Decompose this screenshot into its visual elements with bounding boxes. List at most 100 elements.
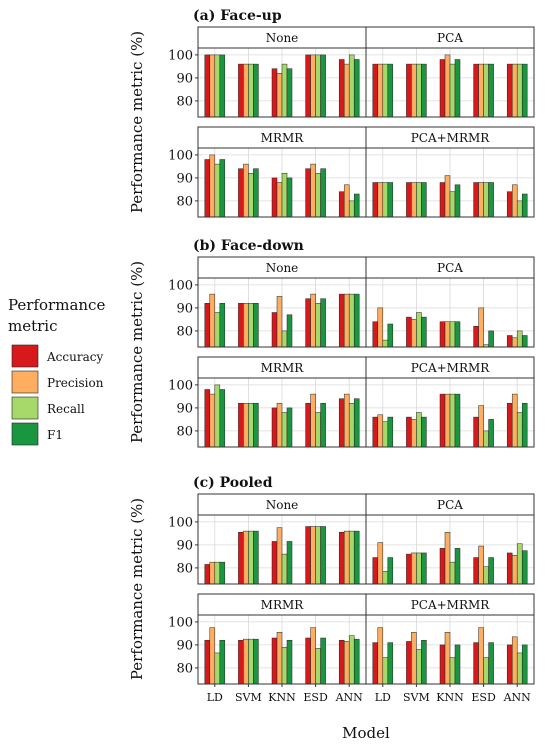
bar-recall: [382, 63, 389, 118]
bar-recall: [248, 173, 254, 218]
bar-recall: [348, 200, 355, 218]
bar-recall: [214, 312, 221, 348]
bar-recall: [315, 54, 321, 118]
bar-accuracy: [238, 303, 244, 348]
bar-f1: [454, 184, 461, 218]
x-axis-label: Model: [342, 724, 390, 742]
bar-precision: [310, 627, 316, 685]
bar-accuracy: [473, 326, 479, 348]
bar-f1: [488, 63, 494, 118]
bar-f1: [488, 419, 494, 448]
bar-precision: [377, 627, 384, 685]
legend-label-recall: Recall: [47, 402, 85, 416]
bar-recall: [281, 553, 288, 585]
y-tick-label: 80: [176, 194, 193, 209]
bar-precision: [310, 293, 316, 348]
bar-precision: [478, 63, 484, 118]
bar-f1: [521, 63, 528, 118]
y-tick-label: 80: [176, 424, 193, 439]
x-tick-label: KNN: [436, 691, 464, 704]
bar-f1: [521, 193, 528, 218]
bar-accuracy: [338, 532, 345, 585]
bar-f1: [219, 303, 226, 348]
bar-f1: [454, 644, 461, 685]
bar-accuracy: [439, 548, 446, 585]
y-tick-label: 80: [176, 661, 193, 676]
bar-f1: [421, 552, 427, 585]
bar-accuracy: [305, 298, 311, 348]
y-tick-label: 80: [176, 561, 193, 576]
y-tick-label: 100: [168, 148, 193, 163]
facet-strip-label: PCA: [437, 261, 463, 275]
bar-f1: [219, 159, 226, 218]
bar-recall: [516, 543, 523, 585]
facet-strip-label: None: [266, 261, 299, 275]
bar-f1: [387, 557, 394, 585]
bar-recall: [214, 54, 221, 118]
bar-precision: [377, 414, 384, 448]
bar-precision: [343, 393, 350, 448]
bar-f1: [219, 389, 226, 448]
bar-precision: [411, 632, 417, 685]
bar-precision: [243, 638, 249, 685]
bar-accuracy: [271, 407, 278, 448]
bar-recall: [281, 173, 288, 218]
x-tick-label: ESD: [303, 691, 328, 704]
bar-accuracy: [372, 642, 379, 685]
bar-precision: [511, 63, 518, 118]
bar-accuracy: [372, 63, 379, 118]
bar-precision: [343, 293, 350, 348]
bar-precision: [310, 393, 316, 448]
x-tick-label: SVM: [235, 691, 262, 704]
bar-accuracy: [506, 63, 513, 118]
legend-label-precision: Precision: [47, 376, 104, 390]
facet-strip-label: PCA: [437, 31, 463, 45]
bar-accuracy: [338, 191, 345, 218]
bar-precision: [209, 154, 216, 218]
bar-f1: [421, 316, 427, 348]
bar-f1: [421, 416, 427, 448]
bar-precision: [276, 403, 283, 448]
bar-f1: [320, 637, 326, 685]
bar-recall: [348, 635, 355, 685]
bar-recall: [315, 412, 321, 448]
bar-precision: [243, 403, 249, 448]
bar-recall: [348, 54, 355, 118]
bar-precision: [310, 526, 316, 585]
bar-accuracy: [338, 293, 345, 348]
bar-recall: [248, 530, 254, 585]
bar-f1: [421, 63, 427, 118]
bar-precision: [377, 182, 384, 218]
bar-accuracy: [204, 389, 211, 448]
bar-accuracy: [506, 644, 513, 685]
bar-precision: [209, 54, 216, 118]
bar-precision: [377, 63, 384, 118]
bar-precision: [209, 293, 216, 348]
bar-accuracy: [271, 177, 278, 218]
legend-swatch-accuracy: [11, 344, 39, 368]
bar-accuracy: [238, 168, 244, 218]
bar-precision: [511, 393, 518, 448]
bar-precision: [411, 63, 417, 118]
bar-f1: [387, 323, 394, 348]
bar-accuracy: [372, 182, 379, 218]
bar-recall: [214, 652, 221, 685]
legend-swatch-precision: [11, 370, 39, 394]
bar-accuracy: [305, 54, 311, 118]
y-tick-label: 90: [176, 171, 193, 186]
bar-accuracy: [238, 640, 244, 685]
bar-accuracy: [204, 303, 211, 348]
bar-accuracy: [473, 642, 479, 685]
x-tick-label: LD: [207, 691, 223, 704]
bar-recall: [516, 330, 523, 348]
x-tick-label: ANN: [503, 691, 532, 704]
bar-recall: [315, 648, 321, 685]
panel-border: [365, 147, 535, 218]
bar-f1: [387, 63, 394, 118]
bar-f1: [353, 293, 360, 348]
bar-recall: [214, 384, 221, 448]
bar-f1: [286, 314, 293, 348]
bar-precision: [243, 530, 249, 585]
bar-recall: [449, 393, 456, 448]
